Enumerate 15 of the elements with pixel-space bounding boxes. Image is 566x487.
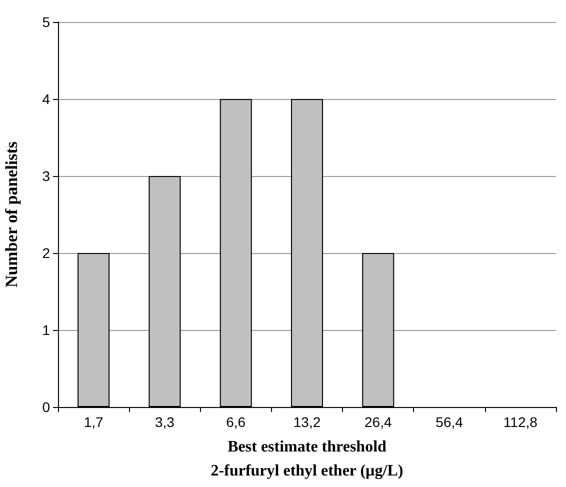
y-tick-label: 5	[42, 14, 50, 30]
x-tick-label: 26,4	[364, 414, 392, 430]
x-tick-label: 56,4	[436, 414, 464, 430]
y-tick-label: 2	[42, 245, 50, 261]
y-tick-label: 4	[42, 91, 50, 107]
y-tick-label: 0	[42, 399, 50, 415]
y-axis-title: Number of panelists	[2, 141, 21, 288]
y-tick-label: 3	[42, 168, 50, 184]
y-tick-label: 1	[42, 322, 50, 338]
x-tick-label: 1,7	[84, 414, 104, 430]
x-tick-label: 13,2	[293, 414, 321, 430]
x-tick-label: 112,8	[503, 414, 538, 430]
x-tick-label: 3,3	[154, 414, 175, 430]
x-axis-title: Best estimate threshold 2-furfuryl ethyl ether (µg/L)	[210, 438, 404, 480]
x-tick-label: 6,6	[226, 414, 246, 430]
